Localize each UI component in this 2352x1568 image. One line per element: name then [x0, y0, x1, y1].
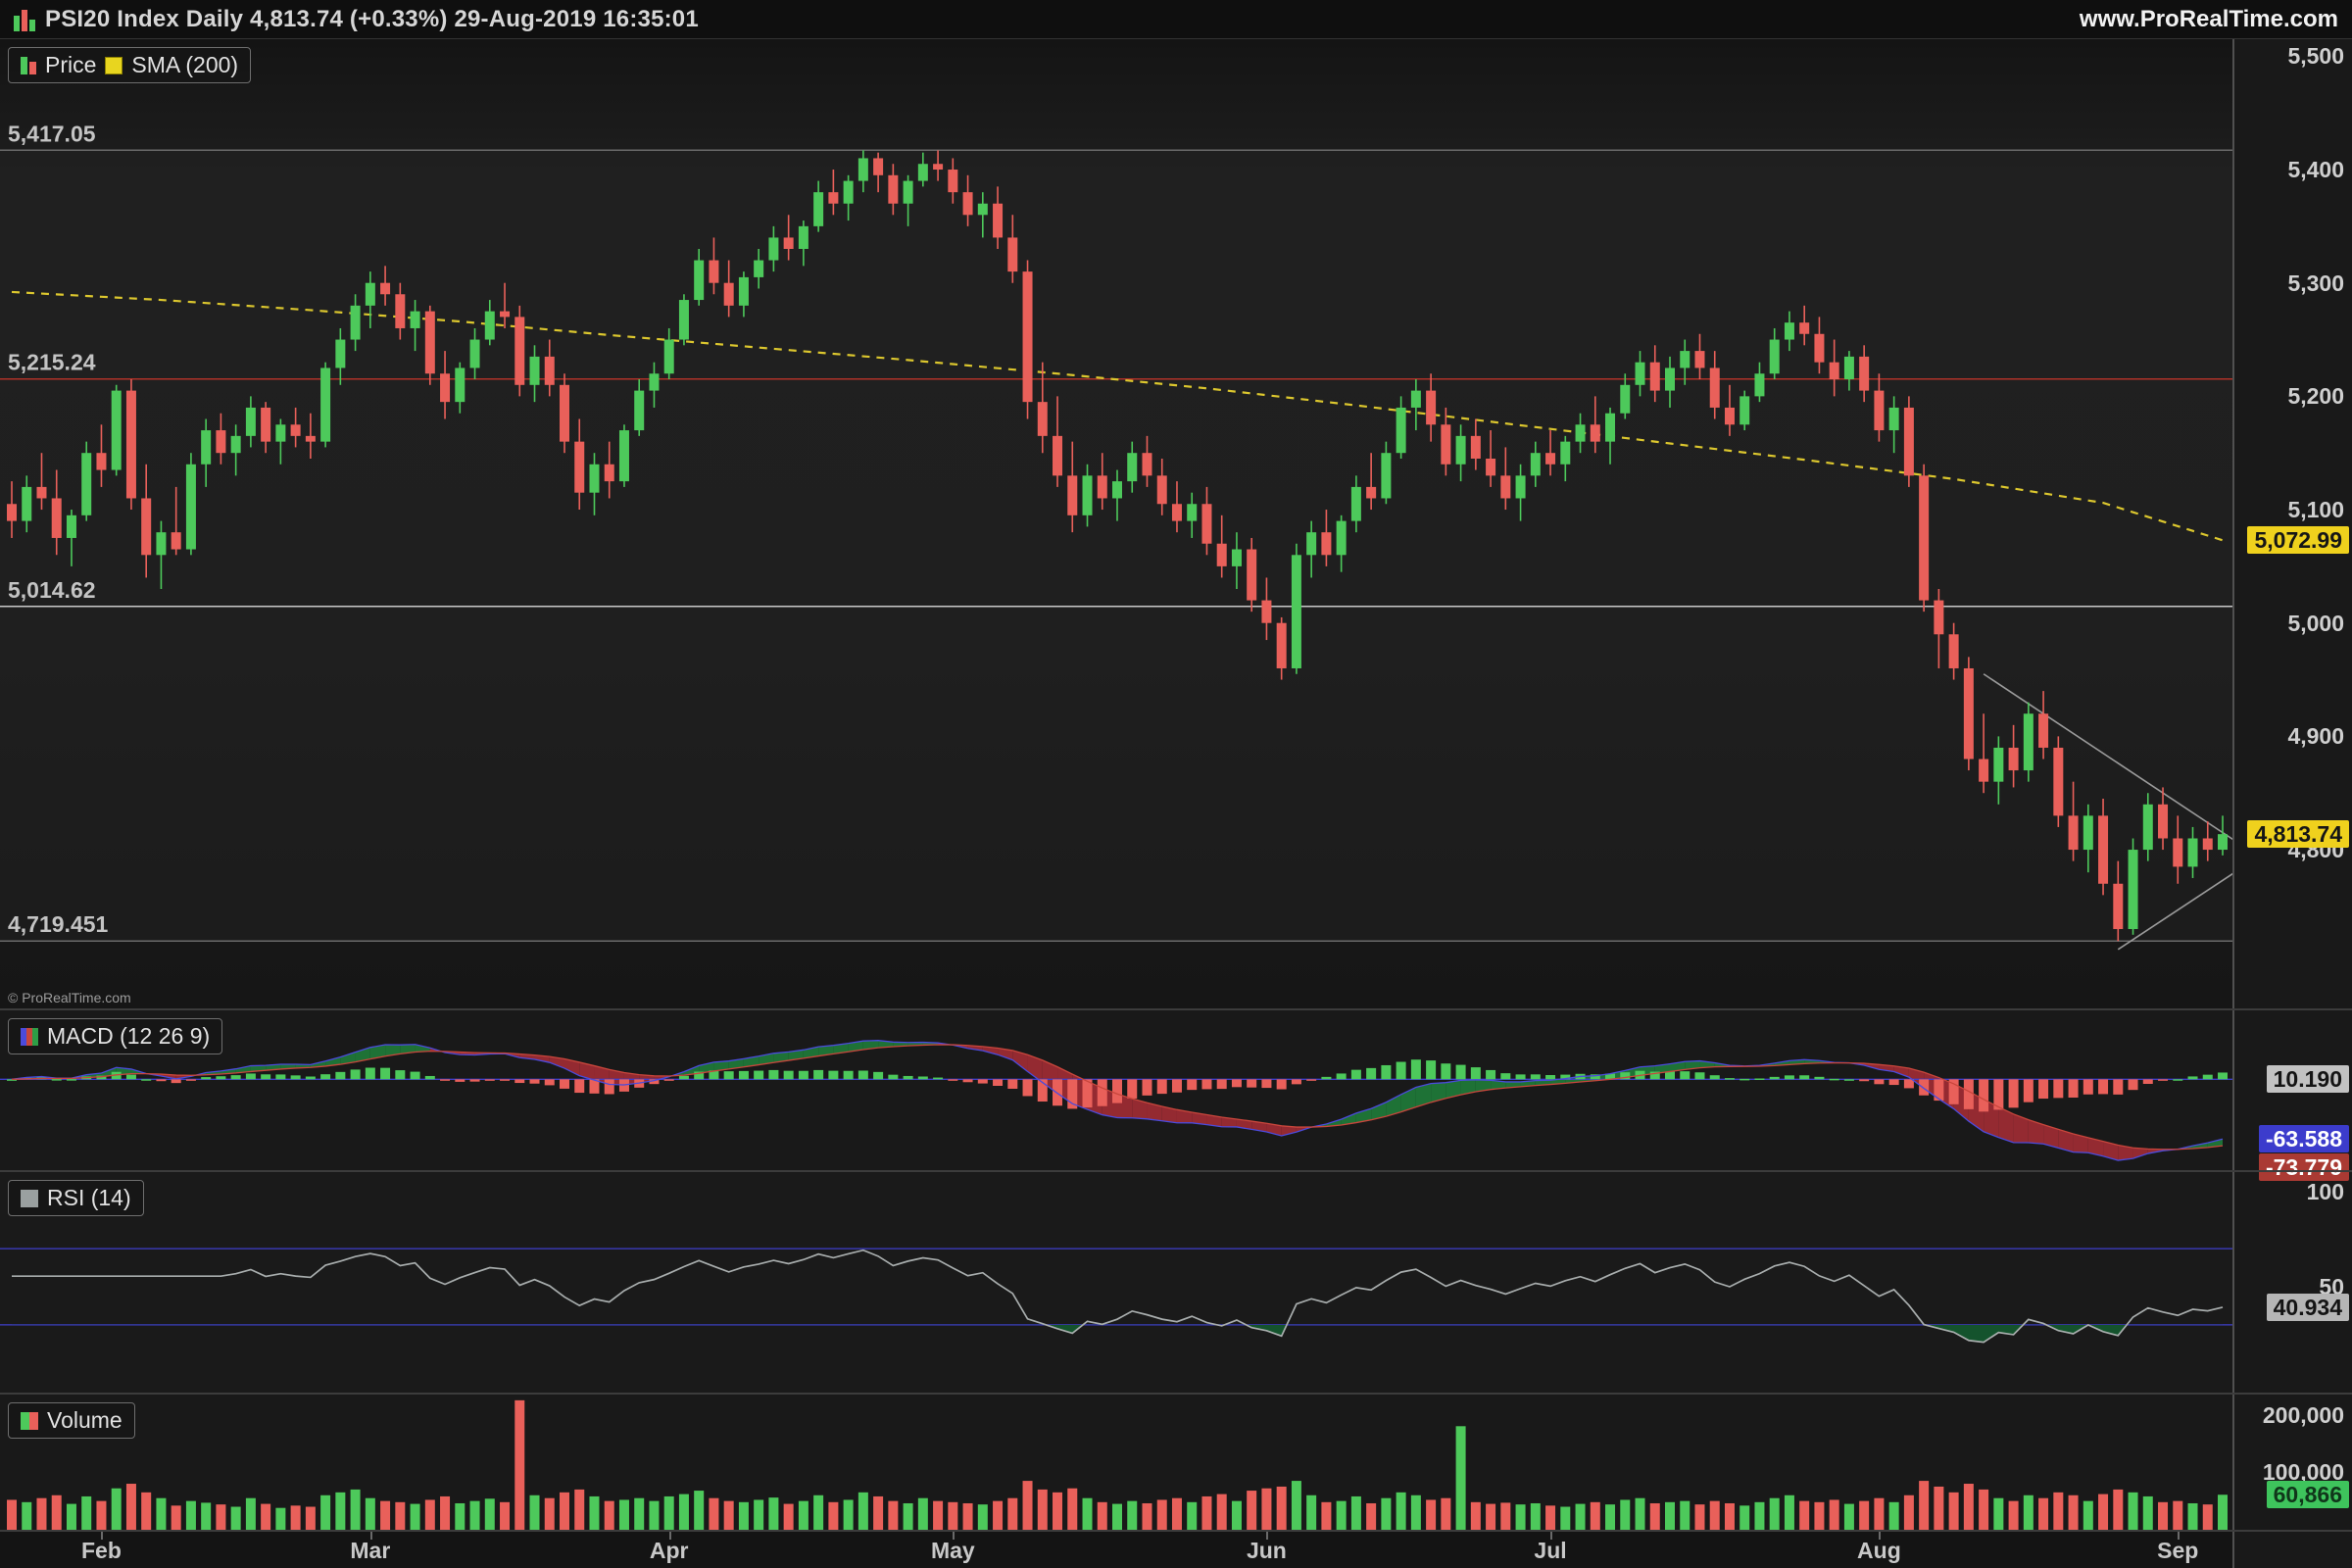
month-label: Jul	[1534, 1538, 1567, 1563]
price-chart[interactable]: 5,417.05 5,215.24 5,014.62 4,719.451	[0, 39, 2232, 1008]
panel-separator	[0, 1008, 2352, 1010]
macd-panel[interactable]: MACD (12 26 9)	[0, 1010, 2232, 1170]
price-tick-label: 5,000	[2287, 610, 2344, 636]
month-label: Jun	[1246, 1538, 1287, 1563]
titlebar: PSI20 Index Daily 4,813.74 (+0.33%) 29-A…	[0, 0, 2352, 39]
month-label: Mar	[350, 1538, 391, 1563]
volume-tick-label: 100,000	[2262, 1459, 2344, 1486]
month-label: Sep	[2157, 1538, 2199, 1563]
prorealtime-link[interactable]: www.ProRealTime.com	[2079, 5, 2338, 32]
price-badge: 5,072.99	[2247, 526, 2349, 555]
macd-value-label: -73.779	[2258, 1153, 2349, 1182]
macd-value-label: -63.588	[2258, 1125, 2349, 1153]
rsi-value-badge: 40.934	[2266, 1293, 2349, 1321]
price-axis[interactable]: 5,500 5,400 5,300 5,200 5,100 5,000 4,900 4,800…	[2232, 39, 2352, 1568]
macd-legend[interactable]: MACD (12 26 9)	[8, 1018, 223, 1054]
rsi-tick-label: 100	[2306, 1178, 2344, 1204]
macd-series-icon	[21, 1027, 38, 1046]
volume-bars	[7, 1399, 2228, 1530]
month-tick	[101, 1532, 104, 1540]
volume-legend[interactable]: Volume	[8, 1402, 135, 1439]
sma-legend-label: SMA (200)	[131, 52, 239, 77]
title-group: PSI20 Index Daily 4,813.74 (+0.33%) 29-A…	[14, 6, 699, 33]
volume-tick-label: 200,000	[2262, 1401, 2344, 1428]
volume-panel[interactable]: Volume	[0, 1395, 2232, 1530]
rsi-chart[interactable]	[0, 1172, 2232, 1393]
price-tick-label: 5,200	[2287, 383, 2344, 410]
volume-chart[interactable]	[0, 1395, 2232, 1530]
panel-separator	[0, 1170, 2352, 1172]
level-label: 4,719.451	[8, 911, 109, 937]
level-label: 5,417.05	[8, 121, 96, 146]
volume-series-icon	[21, 1411, 38, 1430]
candlestick-icon	[14, 8, 35, 31]
price-tick-label: 5,100	[2287, 497, 2344, 523]
rsi-line	[12, 1249, 2224, 1344]
sma200-line	[11, 290, 2224, 542]
month-tick	[1879, 1532, 1882, 1540]
price-tick-label: 4,900	[2287, 723, 2344, 750]
month-tick	[1266, 1532, 1269, 1540]
panel-separator	[0, 1530, 2352, 1532]
month-label: Aug	[1857, 1538, 1901, 1563]
month-tick	[369, 1532, 372, 1540]
price-badge: 4,813.74	[2247, 820, 2349, 849]
price-legend[interactable]: Price SMA (200)	[8, 47, 252, 83]
volume-legend-label: Volume	[47, 1407, 122, 1433]
trendline	[1983, 673, 2232, 841]
rsi-series-icon	[21, 1189, 38, 1207]
month-tick	[668, 1532, 671, 1540]
trendline	[2117, 872, 2232, 951]
price-tick-label: 5,500	[2287, 43, 2344, 70]
price-tick-label: 5,400	[2287, 157, 2344, 183]
rsi-oversold-fill	[12, 1324, 2223, 1343]
macd-value-label: 10.190	[2266, 1065, 2349, 1094]
month-label: Feb	[81, 1538, 122, 1563]
rsi-panel[interactable]: RSI (14)	[0, 1172, 2232, 1393]
price-series-icon	[21, 56, 36, 74]
month-label: May	[930, 1538, 975, 1563]
panel-separator	[0, 1393, 2352, 1395]
macd-signal-line	[11, 1044, 2224, 1151]
range-band	[0, 150, 2232, 942]
price-tick-label: 5,300	[2287, 270, 2344, 296]
month-label: Apr	[649, 1538, 689, 1563]
month-tick	[953, 1532, 956, 1540]
month-tick	[2178, 1532, 2180, 1540]
macd-chart[interactable]	[0, 1010, 2232, 1170]
chart-title: PSI20 Index Daily 4,813.74 (+0.33%) 29-A…	[45, 5, 699, 32]
candles	[7, 150, 2228, 942]
time-axis[interactable]: Feb Mar Apr May Jun Jul Aug Sep	[0, 1532, 2232, 1568]
volume-badge: 60,866	[2266, 1481, 2349, 1509]
rsi-legend[interactable]: RSI (14)	[8, 1180, 144, 1216]
month-tick	[1550, 1532, 1553, 1540]
price-legend-label: Price	[45, 52, 97, 77]
macd-legend-label: MACD (12 26 9)	[47, 1023, 211, 1049]
price-panel[interactable]: 5,417.05 5,215.24 5,014.62 4,719.451 Price …	[0, 39, 2232, 1008]
level-label: 5,215.24	[8, 350, 96, 375]
rsi-legend-label: RSI (14)	[47, 1185, 131, 1210]
level-label: 5,014.62	[8, 577, 96, 603]
watermark: © ProRealTime.com	[8, 990, 131, 1005]
sma-series-icon	[105, 56, 123, 74]
